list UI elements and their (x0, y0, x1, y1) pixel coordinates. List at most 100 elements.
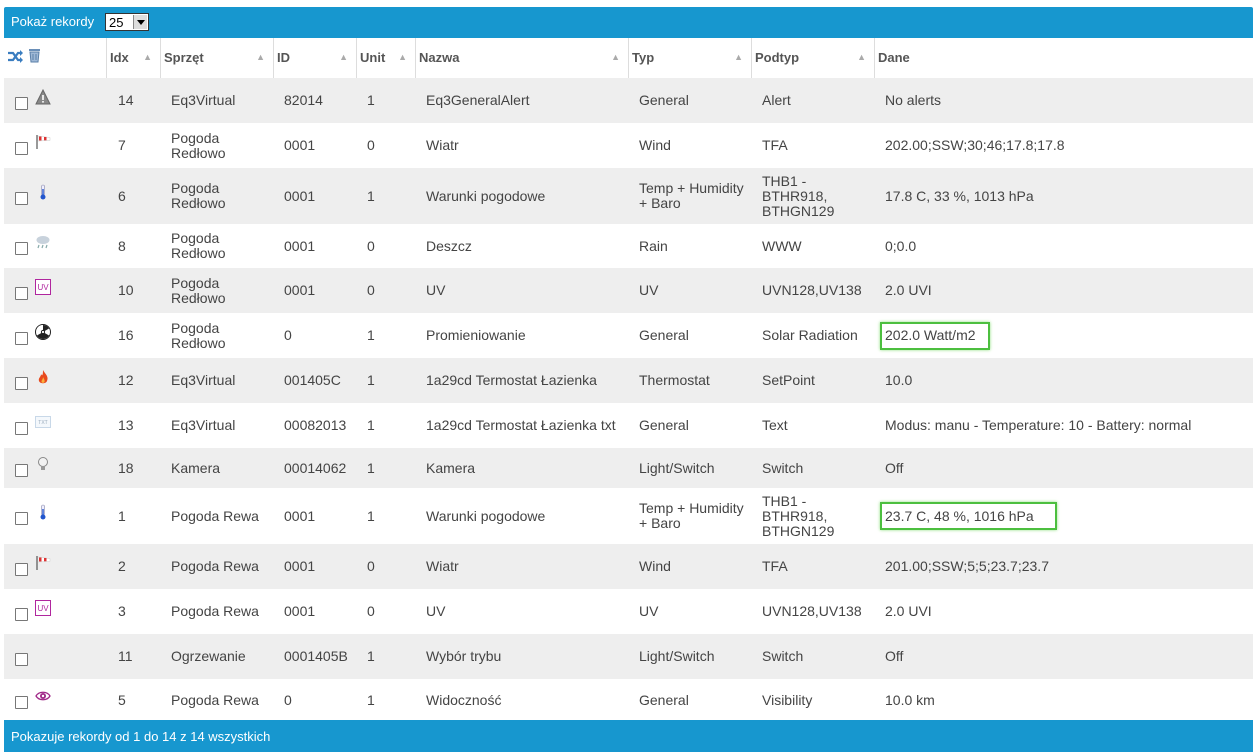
cell-typ-line: General (639, 691, 689, 708)
cell-unit-line: 1 (367, 327, 375, 343)
table-row[interactable]: 16 Pogoda Redłowo 0 1 Promieniowanie General So… (4, 313, 1253, 358)
cell-id: 0001405B (284, 649, 348, 664)
row-select-checkbox[interactable] (15, 464, 28, 477)
highlight-box (880, 502, 1057, 530)
uv-icon: UV (35, 278, 51, 295)
cell-podtyp-line: Switch (762, 648, 804, 664)
cell-nazwa: 1a29cd Termostat Łazienka (426, 373, 597, 388)
cell-podtyp: UVN128,UV138 (762, 283, 862, 298)
uv-icon: UV (35, 599, 51, 616)
row-select-checkbox[interactable] (15, 141, 28, 155)
table-row[interactable]: 18 Kamera 00014062 1 Kamera Light/Switch Switc… (4, 448, 1253, 488)
row-select-checkbox[interactable] (15, 512, 28, 525)
table-row[interactable]: UV 3 Pogoda Rewa 0001 0 UV UV UVN128,UV138 2.0 U… (4, 589, 1253, 634)
cell-unit: 1 (367, 508, 375, 524)
cell-nazwa-line: Warunki pogodowe (426, 187, 546, 204)
row-select-checkbox[interactable] (15, 242, 28, 255)
row-select-checkbox[interactable] (15, 421, 28, 435)
table-row[interactable]: 14 Eq3Virtual 82014 1 Eq3GeneralAlert General… (4, 78, 1253, 123)
cell-sprzet: Pogoda Rewa (171, 508, 259, 524)
table-row[interactable]: 8 Pogoda Redłowo 0001 0 Deszcz Rain WWW 0;0.0 (4, 224, 1253, 268)
cell-typ: Temp + Humidity + Baro (639, 181, 744, 211)
row-select-checkbox[interactable] (15, 696, 28, 709)
table-row[interactable]: UV 10 Pogoda Redłowo 0001 0 UV UV UVN128,UV138 2.… (4, 268, 1253, 313)
cell-id: 0 (284, 692, 292, 708)
table-row[interactable]: 6 Pogoda Redłowo 0001 1 Warunki pogodowe Temp … (4, 168, 1253, 224)
table-top-bar: Pokaż rekordy 25 (4, 7, 1253, 38)
row-select-checkbox[interactable] (15, 331, 28, 345)
cell-podtyp: Alert (762, 93, 791, 108)
column-dane[interactable]: Dane (875, 38, 1253, 78)
cell-dane-line: Off (885, 459, 904, 476)
cell-typ-line: Rain (639, 237, 668, 254)
cell-idx: 6 (118, 188, 126, 204)
row-select-checkbox[interactable] (15, 652, 28, 666)
shuffle-icon[interactable] (8, 50, 23, 63)
cell-podtyp: TFA (762, 559, 788, 574)
row-select-checkbox[interactable] (15, 607, 28, 621)
cell-nazwa-line: UV (426, 603, 446, 619)
table-row[interactable]: 12 Eq3Virtual 001405C 1 1a29cd Termostat Łaz… (4, 358, 1253, 403)
thermometer-icon (35, 184, 51, 200)
cell-dane-line: 10.0 km (885, 691, 935, 708)
column-nazwa[interactable]: Nazwa ▲ (416, 38, 629, 78)
row-select-checkbox[interactable] (15, 376, 28, 390)
cell-nazwa: Wiatr (426, 559, 459, 574)
column-id-label: ID (277, 50, 290, 65)
table-row[interactable]: TXT 13 Eq3Virtual 00082013 1 1a29cd Termostat… (4, 403, 1253, 448)
table-row[interactable]: 7 Pogoda Redłowo 0001 0 Wiatr Wind TFA 202.00;SS… (4, 123, 1253, 168)
cell-nazwa: Warunki pogodowe (426, 508, 545, 524)
row-select-checkbox[interactable] (15, 192, 28, 205)
table-row[interactable]: 5 Pogoda Rewa 0 1 Widoczność General Visibilit… (4, 679, 1253, 721)
thermometer-icon (35, 504, 51, 520)
cell-id-line: 0001 (284, 137, 316, 153)
cell-idx: 3 (118, 604, 126, 619)
cell-dane: Off (885, 649, 903, 664)
cell-nazwa: Deszcz (426, 238, 472, 254)
cell-podtyp-line: THB1 - (762, 492, 807, 509)
column-podtyp[interactable]: Podtyp ▲ (752, 38, 875, 78)
trash-icon[interactable] (28, 48, 41, 63)
cell-typ-line: UV (639, 282, 659, 298)
cell-dane: Off (885, 459, 904, 476)
chevron-down-icon[interactable] (133, 15, 147, 29)
svg-text:UV: UV (37, 604, 49, 613)
cell-sprzet-line: Pogoda (171, 274, 220, 291)
column-nazwa-label: Nazwa (419, 50, 460, 65)
cell-podtyp: UVN128,UV138 (762, 604, 862, 619)
column-sprzet[interactable]: Sprzęt ▲ (161, 38, 274, 78)
row-select-checkbox[interactable] (15, 286, 28, 300)
column-unit-label: Unit (360, 50, 386, 65)
cell-idx-line: 8 (118, 237, 126, 254)
column-podtyp-label: Podtyp (755, 50, 800, 65)
page-size-select[interactable]: 25 (105, 13, 149, 31)
cell-idx-line: 13 (118, 417, 134, 433)
table-row[interactable]: 1 Pogoda Rewa 0001 1 Warunki pogodowe Temp + … (4, 488, 1253, 544)
cell-typ-line: Temp + Humidity (639, 180, 744, 196)
cell-id: 00014062 (284, 460, 346, 476)
table-row[interactable]: 11 Ogrzewanie 0001405B 1 Wybór trybu Light/Sw… (4, 634, 1253, 679)
row-select-checkbox[interactable] (15, 96, 28, 110)
cell-unit: 1 (367, 328, 375, 343)
sort-icon: ▲ (857, 52, 866, 62)
cell-nazwa-line: Eq3GeneralAlert (426, 92, 530, 108)
column-id[interactable]: ID ▲ (274, 38, 357, 78)
cell-sprzet: Pogoda Redłowo (171, 231, 225, 261)
cell-id-line: 0 (284, 327, 292, 343)
column-idx[interactable]: Idx ▲ (107, 38, 161, 78)
cell-dane-line: 10.0 (885, 372, 913, 388)
cell-podtyp-line: BTHGN129 (762, 202, 835, 219)
cell-idx: 2 (118, 559, 126, 574)
row-select-checkbox[interactable] (15, 562, 28, 576)
column-typ[interactable]: Typ ▲ (629, 38, 752, 78)
cell-nazwa-line: Wiatr (426, 558, 459, 574)
table-row[interactable]: 2 Pogoda Rewa 0001 0 Wiatr Wind TFA 201.00;SSW;… (4, 544, 1253, 589)
cell-idx-line: 12 (118, 372, 134, 388)
cell-nazwa-line: Promieniowanie (426, 327, 526, 343)
cell-podtyp-line: WWW (762, 237, 802, 254)
column-unit[interactable]: Unit ▲ (357, 38, 416, 78)
sort-icon: ▲ (143, 52, 152, 62)
cell-nazwa-line: Kamera (426, 459, 476, 476)
cell-typ-line: UV (639, 603, 659, 619)
